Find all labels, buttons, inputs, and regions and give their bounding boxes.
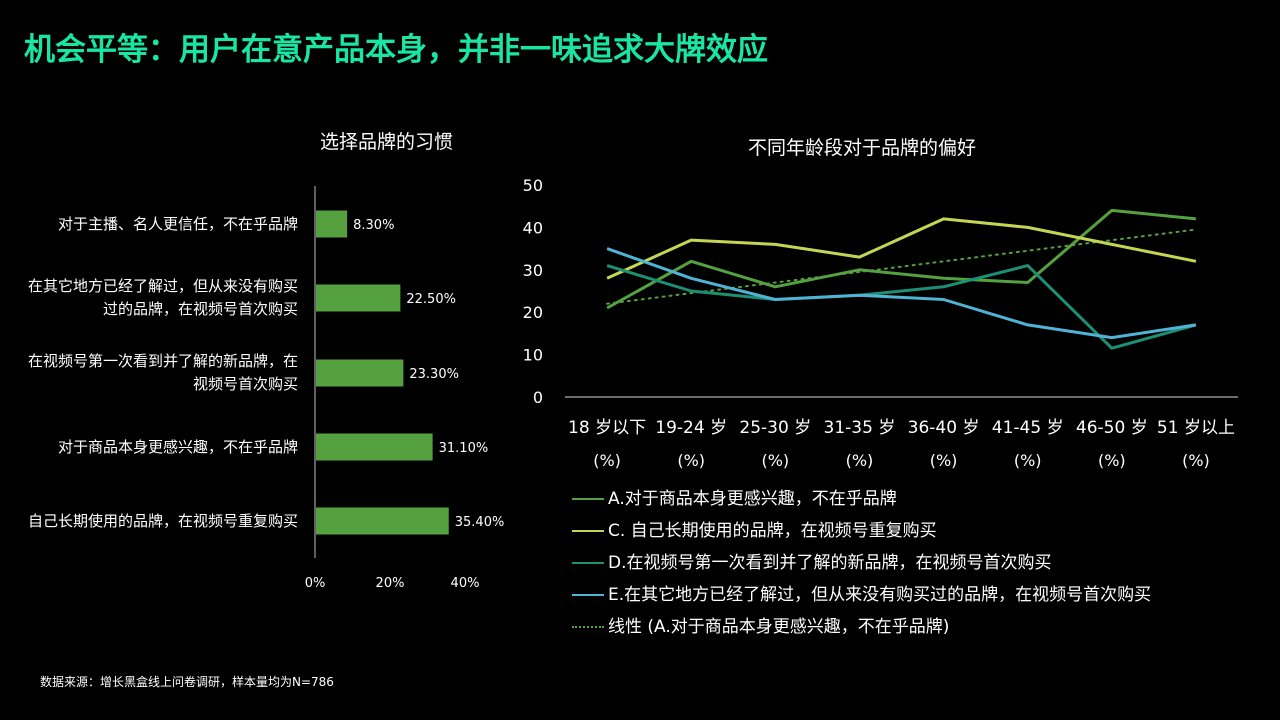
page-title: 机会平等：用户在意产品本身，并非一味追求大牌效应 <box>24 32 768 68</box>
bar-x-tick-label: 20% <box>376 576 405 591</box>
bar-category-label-line: 对于商品本身更感兴趣，不在乎品牌 <box>57 437 298 456</box>
line-x-tick-unit: (%) <box>846 451 874 470</box>
line-y-tick-label: 0 <box>533 388 543 407</box>
series-line <box>606 264 1197 350</box>
legend-label: A.对于商品本身更感兴趣，不在乎品牌 <box>608 489 897 509</box>
legend-item: A.对于商品本身更感兴趣，不在乎品牌 <box>572 486 1151 518</box>
legend-item: C. 自己长期使用的品牌，在视频号重复购买 <box>572 518 1151 550</box>
series-line <box>606 247 1197 340</box>
line-x-tick-unit: (%) <box>593 451 621 470</box>
bar-value-label: 31.10% <box>439 441 489 456</box>
bar-category-label: 在视频号第一次看到并了解的新品牌，在视频号首次购买 <box>0 350 298 396</box>
line-x-tick-label: 25-30 岁 <box>739 418 811 438</box>
legend-swatch <box>572 498 604 500</box>
legend-swatch <box>572 626 604 628</box>
line-x-tick-label: 41-45 岁 <box>992 418 1064 438</box>
line-chart-title: 不同年龄段对于品牌的偏好 <box>748 137 977 159</box>
bar-category-label-line: 视频号首次购买 <box>192 375 298 393</box>
bar-category-label-line: 对于主播、名人更信任，不在乎品牌 <box>57 214 298 233</box>
line-x-tick-unit: (%) <box>930 451 958 470</box>
series-line <box>606 208 1197 310</box>
bar-chart-title: 选择品牌的习惯 <box>320 131 454 153</box>
legend-swatch <box>572 594 604 596</box>
series-line <box>606 217 1197 280</box>
bar-category-label: 对于商品本身更感兴趣，不在乎品牌 <box>0 436 298 459</box>
line-y-tick-label: 40 <box>523 218 543 237</box>
bar-category-label-line: 在其它地方已经了解过，但从来没有购买 <box>27 277 298 295</box>
line-y-tick-label: 20 <box>523 303 543 322</box>
bar <box>316 284 401 312</box>
line-x-tick-unit: (%) <box>677 451 705 470</box>
legend-swatch <box>572 530 604 532</box>
bar-x-tick-label: 0% <box>305 576 326 591</box>
line-x-tick-label: 36-40 岁 <box>908 418 980 438</box>
bar-category-label: 在其它地方已经了解过，但从来没有购买过的品牌，在视频号首次购买 <box>0 275 298 321</box>
line-x-tick-label: 19-24 岁 <box>655 418 727 438</box>
line-x-tick-label: 51 岁以上 <box>1157 418 1235 438</box>
line-x-tick-label: 18 岁以下 <box>568 418 646 438</box>
bar-category-label-line: 在视频号第一次看到并了解的新品牌，在 <box>27 352 298 370</box>
bar <box>316 359 404 387</box>
legend-label: 线性 (A.对于商品本身更感兴趣，不在乎品牌) <box>608 617 950 637</box>
bar-value-label: 8.30% <box>353 218 394 233</box>
bar-value-label: 22.50% <box>406 292 456 307</box>
bar <box>316 433 433 461</box>
bar-category-label: 自己长期使用的品牌，在视频号重复购买 <box>0 510 298 533</box>
legend-item: D.在视频号第一次看到并了解的新品牌，在视频号首次购买 <box>572 550 1151 582</box>
bar-category-label-line: 自己长期使用的品牌，在视频号重复购买 <box>27 511 298 530</box>
legend-item: 线性 (A.对于商品本身更感兴趣，不在乎品牌) <box>572 614 1151 646</box>
bar-value-label: 23.30% <box>409 367 459 382</box>
bar <box>316 507 449 535</box>
legend-swatch <box>572 562 604 564</box>
legend-label: C. 自己长期使用的品牌，在视频号重复购买 <box>608 521 937 541</box>
line-x-tick-label: 46-50 岁 <box>1076 418 1148 438</box>
line-x-tick-unit: (%) <box>761 451 789 470</box>
bar-x-tick-label: 40% <box>451 576 480 591</box>
bar <box>316 210 348 238</box>
bar-value-label: 35.40% <box>455 515 505 530</box>
line-x-tick-unit: (%) <box>1014 451 1042 470</box>
legend-label: D.在视频号第一次看到并了解的新品牌，在视频号首次购买 <box>608 553 1052 573</box>
line-x-tick-unit: (%) <box>1098 451 1126 470</box>
line-x-tick-label: 31-35 岁 <box>824 418 896 438</box>
line-y-tick-label: 50 <box>523 176 543 195</box>
legend-item: E.在其它地方已经了解过，但从来没有购买过的品牌，在视频号首次购买 <box>572 582 1151 614</box>
bar-category-label: 对于主播、名人更信任，不在乎品牌 <box>0 213 298 236</box>
bar-category-label-line: 过的品牌，在视频号首次购买 <box>102 300 298 318</box>
line-x-tick-unit: (%) <box>1182 451 1210 470</box>
line-chart-legend: A.对于商品本身更感兴趣，不在乎品牌 C. 自己长期使用的品牌，在视频号重复购买 D… <box>572 486 1151 646</box>
line-y-tick-label: 30 <box>523 261 543 280</box>
trendline <box>606 228 1197 305</box>
line-y-tick-label: 10 <box>523 346 543 365</box>
data-source-footer: 数据来源：增长黑盒线上问卷调研，样本量均为N=786 <box>40 675 334 689</box>
legend-label: E.在其它地方已经了解过，但从来没有购买过的品牌，在视频号首次购买 <box>608 585 1152 605</box>
